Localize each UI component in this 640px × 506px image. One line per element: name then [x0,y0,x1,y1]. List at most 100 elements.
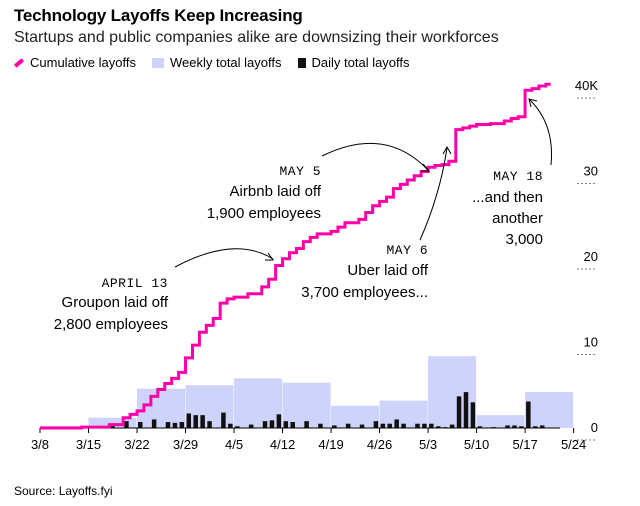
annotation-arrow-may5 [321,142,429,171]
daily-bar [539,425,545,428]
legend-label-daily: Daily total layoffs [311,55,410,70]
x-tick-label: 4/5 [225,437,243,452]
annotation-date-april13: APRIL 13 [102,276,168,291]
x-tick-label: 4/26 [367,437,392,452]
daily-bar [124,421,129,428]
daily-bar [110,425,115,428]
daily-bar [387,423,392,428]
daily-bar [512,425,517,428]
weekly-bar [525,392,574,428]
annotation-line-april13-1: Groupon laid off [62,294,169,311]
daily-bar [235,426,240,428]
daily-bar [449,424,455,428]
y-tick-label: 0 [591,420,598,435]
weekly-bar [88,417,137,428]
annotation-date-may5: MAY 5 [279,164,321,179]
daily-bar [283,421,289,428]
annotation-line-may5-2: 1,900 employees [207,205,321,222]
daily-bar [165,422,171,428]
legend-swatch-weekly [151,57,164,68]
daily-bar [394,419,399,428]
daily-bar [470,402,476,428]
x-tick-label: 3/22 [124,437,149,452]
weekly-bar [476,415,525,428]
daily-bar [207,421,212,428]
y-tick-label: 20 [584,249,598,264]
x-tick-label: 5/3 [419,437,437,452]
daily-bar [345,423,351,428]
daily-bar [415,423,420,428]
legend-item-cumulative: Cumulative layoffs [13,55,136,70]
daily-bar [248,424,254,428]
annotation-arrow-may18 [529,99,553,166]
daily-bar [151,419,157,428]
legend-label-weekly: Weekly total layoffs [169,55,282,70]
weekly-bar [282,382,331,428]
weekly-bar [428,356,477,428]
annotation-line-april13-2: 2,800 employees [54,316,168,333]
annotation-arrowhead-may18 [528,98,538,108]
daily-bar [138,422,143,428]
daily-bar [401,423,406,428]
source-note: Source: Layoffs.fyi [14,484,113,498]
x-tick-label: 3/29 [173,437,198,452]
x-tick-label: 4/12 [270,437,295,452]
annotation-line-may18-1: ...and then [472,189,543,206]
daily-bar [193,415,198,428]
annotation-line-may18-3: 3,000 [505,231,543,248]
y-tick-label: 40K [575,78,598,93]
annotation-arrowhead-april13 [265,252,274,261]
x-tick-label: 3/8 [31,437,49,452]
annotation-date-may18: MAY 18 [493,169,543,184]
y-tick-label: 10 [584,335,598,350]
annotation-line-may6-1: Uber laid off [347,262,428,279]
daily-bar [519,426,524,428]
daily-bar [276,414,282,428]
daily-bar [456,396,462,428]
annotation-line-may6-2: 3,700 employees... [301,284,428,301]
weekly-bar [379,400,428,428]
daily-bar [429,423,434,428]
y-tick-label: 30 [584,164,598,179]
daily-bar [380,423,386,428]
daily-bar [318,423,323,428]
annotation-line-may5-1: Airbnb laid off [230,183,322,200]
legend-label-cumulative: Cumulative layoffs [30,55,136,70]
annotation-line-may18-2: another [492,210,543,227]
daily-bar [290,422,295,428]
daily-bar [179,422,185,428]
x-tick-label: 3/15 [76,437,101,452]
daily-bar [172,422,178,428]
daily-bar [262,421,268,428]
daily-bar [422,423,427,428]
legend: Cumulative layoffs Weekly total layoffs … [13,55,410,70]
chart-subtitle: Startups and public companies alike are … [14,29,499,46]
daily-bar [200,415,205,428]
legend-item-weekly: Weekly total layoffs [151,55,282,70]
legend-swatch-daily [297,57,306,68]
x-tick-label: 5/17 [512,437,537,452]
daily-bar [221,412,226,428]
daily-bar [373,421,379,428]
daily-bar [505,425,510,428]
series-line-cumulative [40,82,551,430]
legend-item-daily: Daily total layoffs [297,55,410,70]
daily-bar [436,426,441,428]
annotation-arrowhead-may6 [442,145,452,155]
annotation-arrow-may6 [419,147,448,241]
x-tick-label: 5/10 [464,437,489,452]
weekly-bar [331,405,380,428]
x-tick-label: 4/19 [318,437,343,452]
daily-bar [186,413,192,428]
daily-bar [269,420,275,428]
daily-bar [332,425,337,428]
daily-bar [533,426,538,428]
daily-bar [359,424,365,428]
daily-bar [526,401,531,428]
daily-bar [304,421,309,428]
daily-bar [463,392,469,428]
x-tick-label: 5/24 [561,437,586,452]
annotation-arrow-april13 [174,248,274,268]
